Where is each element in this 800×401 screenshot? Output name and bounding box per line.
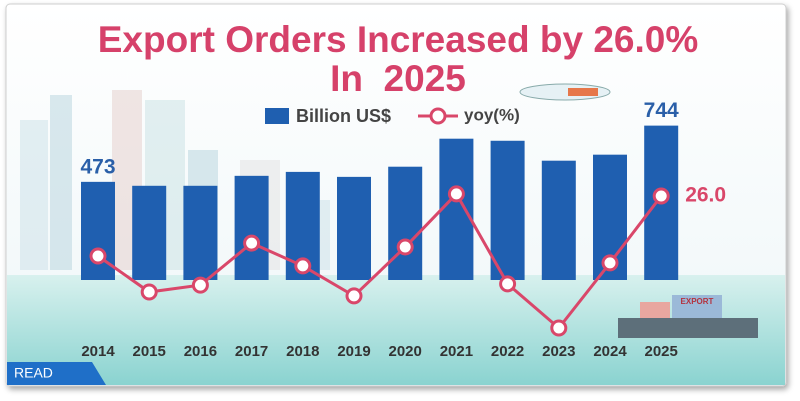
ship: EXPORT xyxy=(618,295,758,338)
x-tick-label: 2019 xyxy=(337,343,370,360)
x-tick-label: 2022 xyxy=(491,343,524,360)
yoy-line xyxy=(97,191,663,331)
plane xyxy=(519,83,611,101)
bar xyxy=(490,140,525,280)
yoy-point xyxy=(601,254,619,272)
bar xyxy=(183,185,218,280)
yoy-point xyxy=(191,276,209,294)
legend-label: yoy(%) xyxy=(464,105,520,124)
yoy-point xyxy=(396,238,414,256)
yoy-point xyxy=(89,247,107,265)
yoy-point xyxy=(447,185,465,203)
legend-label: Billion US$ xyxy=(296,106,391,126)
x-tick-label: 2024 xyxy=(593,343,627,360)
yoy-point xyxy=(652,187,670,205)
yoy-value-label: 26.0 xyxy=(685,184,726,207)
bar-value-label: 473 xyxy=(80,155,115,178)
bar xyxy=(388,166,423,280)
x-tick-label: 2021 xyxy=(440,343,473,360)
x-tick-label: 2015 xyxy=(133,343,166,360)
yoy-point xyxy=(499,275,517,293)
legend: Billion US$ yoy(%) xyxy=(265,105,520,126)
read-button[interactable]: READ xyxy=(7,362,106,385)
yoy-point xyxy=(345,287,363,305)
chart-title: In 2025 xyxy=(330,58,466,99)
bar-value-label: 744 xyxy=(644,99,679,122)
x-tick-label: 2020 xyxy=(389,343,422,360)
legend-swatch xyxy=(265,108,289,124)
bar xyxy=(234,175,269,280)
read-label[interactable]: READ xyxy=(14,365,53,381)
x-tick-label: 2017 xyxy=(235,343,268,360)
bar xyxy=(337,176,371,280)
x-tick-label: 2018 xyxy=(286,343,319,360)
bar xyxy=(541,160,576,280)
chart-title: Export Orders Increased by 26.0% xyxy=(98,19,699,60)
bar xyxy=(439,138,474,280)
yoy-point xyxy=(550,319,568,337)
x-tick-label: 2025 xyxy=(645,343,678,360)
svg-text:EXPORT: EXPORT xyxy=(681,297,714,306)
x-tick-label: 2014 xyxy=(81,343,115,360)
yoy-point xyxy=(140,283,158,301)
x-tick-label: 2016 xyxy=(184,343,217,360)
yoy-point xyxy=(294,257,312,275)
bar xyxy=(132,185,167,280)
yoy-point xyxy=(243,234,261,252)
x-tick-label: 2023 xyxy=(542,343,575,360)
legend-marker xyxy=(429,107,447,125)
